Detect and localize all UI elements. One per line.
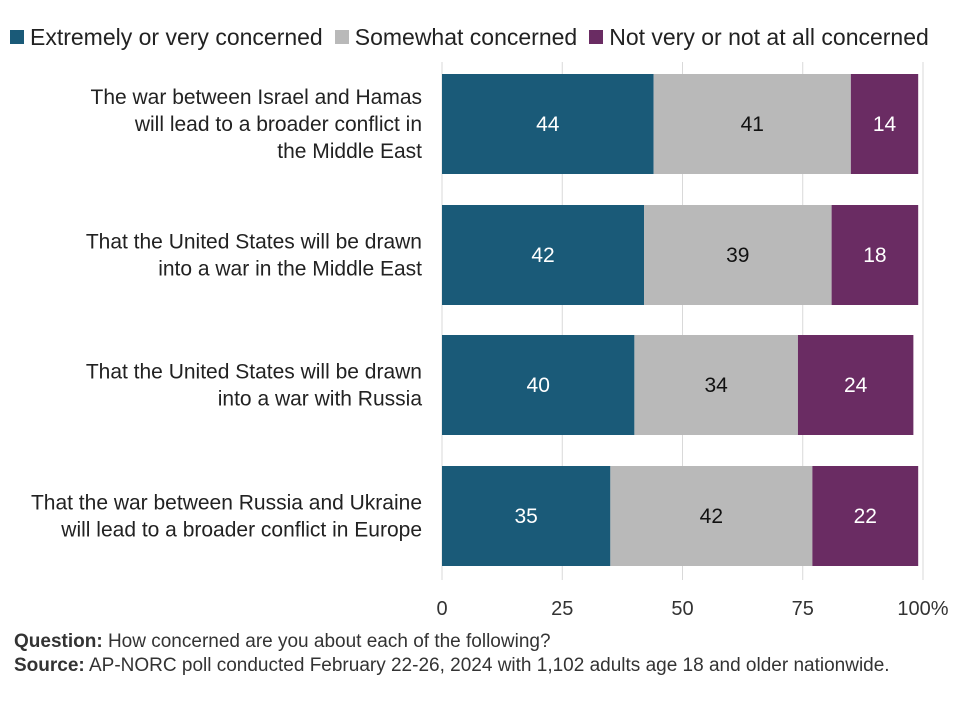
footnote: Question: How concerned are you about ea… — [14, 630, 954, 678]
bar-segment — [442, 466, 611, 566]
bar-segment — [831, 205, 919, 305]
legend-label: Somewhat concerned — [354, 23, 578, 50]
legend-item-3: Not very or not at all concerned — [589, 24, 929, 51]
source-note: Source: AP-NORC poll conducted February … — [14, 654, 954, 678]
legend-swatch — [334, 30, 349, 44]
chart-area: 44 41 14 The war between Israel and Hamas wi… — [31, 62, 949, 620]
legend-swatch — [589, 30, 604, 44]
data-label: 41 — [741, 113, 764, 136]
data-label: 44 — [536, 113, 560, 136]
category-label-line: into a war in the Middle East — [158, 258, 422, 281]
legend-item-2: Somewhat concerned — [334, 23, 578, 51]
data-label: 42 — [700, 505, 723, 528]
bar-segment — [850, 74, 919, 174]
bar-segment — [610, 466, 813, 566]
category-label-line: the Middle East — [277, 140, 422, 163]
question-label: Question: — [14, 631, 103, 652]
x-tick-label: 0 — [436, 598, 447, 620]
category-label-line: into a war with Russia — [218, 388, 423, 411]
data-label: 39 — [726, 244, 749, 267]
data-label: 24 — [844, 374, 868, 397]
data-label: 40 — [527, 374, 550, 397]
category-label-line: That the United States will be drawn — [86, 361, 422, 384]
x-tick-label: 50 — [671, 598, 693, 620]
category-label: That the United States will be drawn into… — [86, 361, 423, 411]
bar-segment — [442, 205, 645, 305]
question-note: Question: How concerned are you about ea… — [14, 630, 954, 654]
x-tick-label: 100% — [897, 598, 948, 620]
data-label: 34 — [704, 374, 728, 397]
bar-segment — [812, 466, 919, 566]
bar-segment — [442, 335, 635, 435]
bar-segment — [797, 335, 914, 435]
x-tick-label: 25 — [551, 598, 573, 620]
category-label: That the war between Russia and Ukraine w… — [31, 492, 422, 542]
category-label-line: That the United States will be drawn — [86, 231, 422, 254]
category-label-line: will lead to a broader conflict in — [134, 113, 422, 136]
x-tick-label: 75 — [792, 598, 814, 620]
data-label: 35 — [514, 505, 537, 528]
question-text: How concerned are you about each of the … — [102, 631, 551, 652]
bar-segment — [442, 74, 654, 174]
legend-item-1: Extremely or very concerned — [10, 24, 323, 51]
source-text: AP-NORC poll conducted February 22-26, 2… — [84, 655, 890, 676]
bar-segment — [634, 335, 798, 435]
source-label: Source: — [14, 655, 85, 676]
data-label: 18 — [863, 244, 886, 267]
category-label-line: The war between Israel and Hamas — [91, 86, 423, 109]
data-label: 42 — [531, 244, 554, 267]
legend-swatch — [10, 30, 24, 44]
bar-segment — [644, 205, 832, 305]
data-label: 22 — [854, 505, 877, 528]
category-label-line: will lead to a broader conflict in Europ… — [60, 519, 422, 542]
category-label: That the United States will be drawn into… — [86, 231, 422, 281]
legend: Extremely or very concerned Somewhat conc… — [10, 22, 929, 52]
category-label: The war between Israel and Hamas will lea… — [91, 86, 423, 163]
bar-segment — [653, 74, 851, 174]
legend-label: Not very or not at all concerned — [609, 23, 929, 50]
legend-label: Extremely or very concerned — [30, 23, 323, 50]
category-label-line: That the war between Russia and Ukraine — [31, 492, 422, 515]
data-label: 14 — [873, 113, 897, 136]
